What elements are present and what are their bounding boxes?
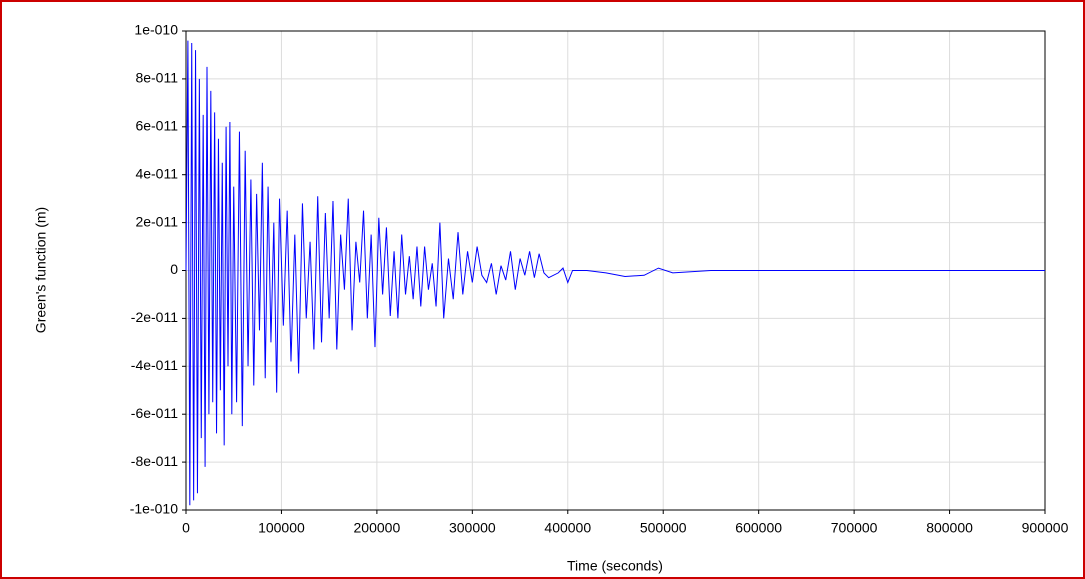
x-tick-label: 100000 bbox=[258, 520, 305, 536]
y-tick-label: -4e-011 bbox=[131, 357, 178, 373]
x-tick-label: 0 bbox=[182, 520, 190, 536]
x-tick-label: 800000 bbox=[926, 520, 973, 536]
y-axis-label: Green's function (m) bbox=[33, 207, 49, 333]
y-tick-label: -1e-010 bbox=[130, 501, 178, 517]
x-tick-label: 600000 bbox=[735, 520, 782, 536]
x-tick-label: 200000 bbox=[354, 520, 401, 536]
x-tick-label: 700000 bbox=[831, 520, 878, 536]
y-tick-label: -6e-011 bbox=[131, 405, 178, 421]
data-line bbox=[185, 40, 1045, 506]
y-tick-label: 8e-011 bbox=[135, 70, 178, 86]
y-tick-label: -8e-011 bbox=[131, 453, 178, 469]
x-tick-label: 900000 bbox=[1022, 520, 1069, 536]
y-tick-label: 4e-011 bbox=[135, 165, 178, 181]
y-tick-label: 2e-011 bbox=[135, 213, 178, 229]
y-tick-label: 0 bbox=[170, 261, 178, 277]
x-tick-label: 400000 bbox=[544, 520, 591, 536]
x-tick-label: 300000 bbox=[449, 520, 496, 536]
y-tick-label: 1e-010 bbox=[134, 22, 178, 38]
y-tick-label: 6e-011 bbox=[135, 118, 178, 134]
y-tick-label: -2e-011 bbox=[131, 309, 178, 325]
x-tick-label: 500000 bbox=[640, 520, 687, 536]
x-axis-label: Time (seconds) bbox=[567, 558, 663, 574]
